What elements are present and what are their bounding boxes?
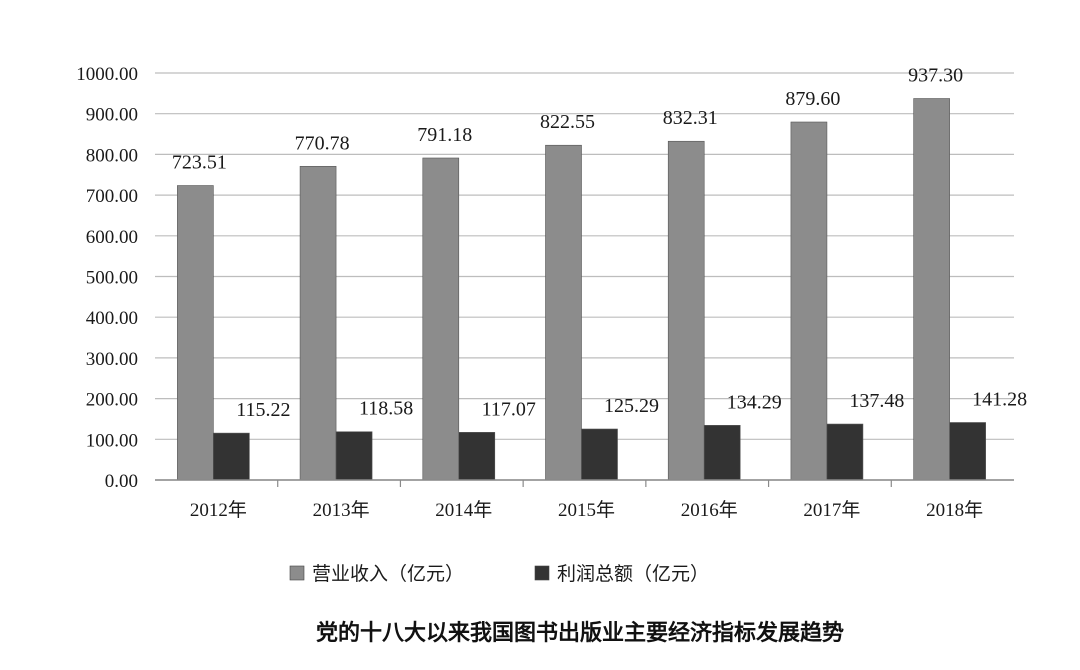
data-label-profit: 115.22 xyxy=(236,399,290,421)
data-label-profit: 125.29 xyxy=(604,395,659,417)
data-label-profit: 137.48 xyxy=(849,390,904,412)
bar-profit xyxy=(458,432,496,481)
data-label-revenue: 832.31 xyxy=(663,107,718,129)
x-tick-label: 2015年 xyxy=(558,499,615,521)
y-tick-label: 300.00 xyxy=(86,349,138,370)
bar-revenue xyxy=(422,157,460,481)
y-axis-ticks: 0.00 100.00 200.00 300.00 400.00 500.00 600.00… xyxy=(76,64,138,492)
bar-profit xyxy=(826,423,864,481)
bar-revenue xyxy=(545,144,582,481)
y-tick-label: 500.00 xyxy=(86,268,138,289)
bar-revenue xyxy=(177,185,214,481)
x-axis-ticks: 2012年 2013年 2014年 2015年 2016年 2017年 2018年 xyxy=(190,480,983,521)
data-label-profit: 134.29 xyxy=(727,391,782,413)
y-tick-label: 0.00 xyxy=(105,471,138,492)
y-tick-label: 700.00 xyxy=(86,186,138,207)
x-tick-label: 2016年 xyxy=(681,499,738,521)
y-tick-label: 400.00 xyxy=(86,308,138,329)
gridlines xyxy=(155,72,1014,481)
x-tick-label: 2018年 xyxy=(926,499,983,521)
bar-revenue xyxy=(299,165,337,481)
x-tick-label: 2017年 xyxy=(803,499,860,521)
legend-label-profit: 利润总额（亿元） xyxy=(557,563,709,585)
bar-revenue xyxy=(790,121,828,481)
data-labels: 723.51 115.22 770.78 118.58 791.18 117.07 822.… xyxy=(172,65,1027,422)
data-label-revenue: 791.18 xyxy=(417,124,472,146)
legend-swatch-profit xyxy=(534,565,550,581)
bar-profit xyxy=(335,431,373,481)
x-tick-label: 2014年 xyxy=(435,499,492,521)
data-label-profit: 141.28 xyxy=(972,388,1027,410)
bar-profit xyxy=(581,428,618,481)
bar-profit xyxy=(213,432,250,481)
legend-label-revenue: 营业收入（亿元） xyxy=(312,563,464,585)
y-tick-label: 100.00 xyxy=(86,430,138,451)
y-tick-label: 900.00 xyxy=(86,105,138,126)
legend-swatch-revenue xyxy=(289,565,305,581)
bars xyxy=(177,98,986,481)
data-label-revenue: 822.55 xyxy=(540,111,595,133)
y-tick-label: 1000.00 xyxy=(76,64,138,85)
bar-profit xyxy=(949,422,986,481)
x-tick-label: 2013年 xyxy=(313,499,370,521)
bar-profit xyxy=(703,425,741,481)
y-tick-label: 200.00 xyxy=(86,390,138,411)
data-label-revenue: 723.51 xyxy=(172,152,227,174)
y-tick-label: 800.00 xyxy=(86,145,138,166)
bar-revenue xyxy=(913,98,950,481)
bar-revenue xyxy=(667,140,705,481)
data-label-revenue: 937.30 xyxy=(908,65,963,87)
data-label-revenue: 879.60 xyxy=(785,88,840,110)
x-tick-label: 2012年 xyxy=(190,499,247,521)
data-label-profit: 118.58 xyxy=(359,398,413,420)
chart-title: 党的十八大以来我国图书出版业主要经济指标发展趋势 xyxy=(316,620,844,646)
legend: 营业收入（亿元） 利润总额（亿元） xyxy=(289,563,709,585)
y-tick-label: 600.00 xyxy=(86,227,138,248)
data-label-profit: 117.07 xyxy=(482,398,536,420)
data-label-revenue: 770.78 xyxy=(295,132,350,154)
